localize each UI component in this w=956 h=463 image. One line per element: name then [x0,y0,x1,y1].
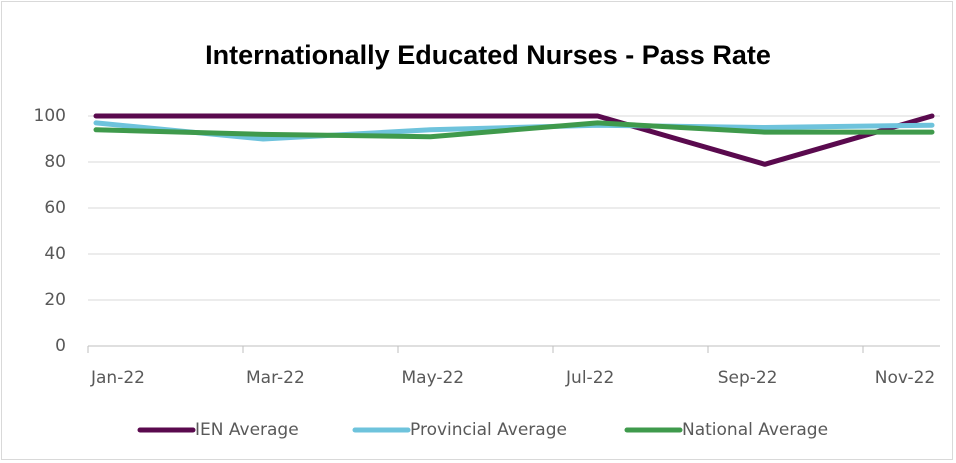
x-tick-label: Mar-22 [246,368,305,388]
y-tick-label: 40 [44,244,66,264]
y-tick-label: 100 [34,106,66,126]
y-tick-label: 60 [44,198,66,218]
y-tick-label: 20 [44,290,66,310]
y-tick-label: 0 [55,336,66,356]
x-tick-label: Nov-22 [875,368,936,388]
series-line [93,120,935,140]
series-line [93,113,935,167]
legend-label: National Average [682,420,828,440]
x-tick-label: Jan-22 [90,368,145,388]
legend-label: Provincial Average [410,420,567,440]
x-tick-label: May-22 [401,368,464,388]
x-tick-label: Jul-22 [565,368,614,388]
legend-label: IEN Average [195,420,299,440]
x-tick-label: Sep-22 [718,368,778,388]
y-tick-label: 80 [44,152,66,172]
chart-title: Internationally Educated Nurses - Pass R… [205,40,771,70]
